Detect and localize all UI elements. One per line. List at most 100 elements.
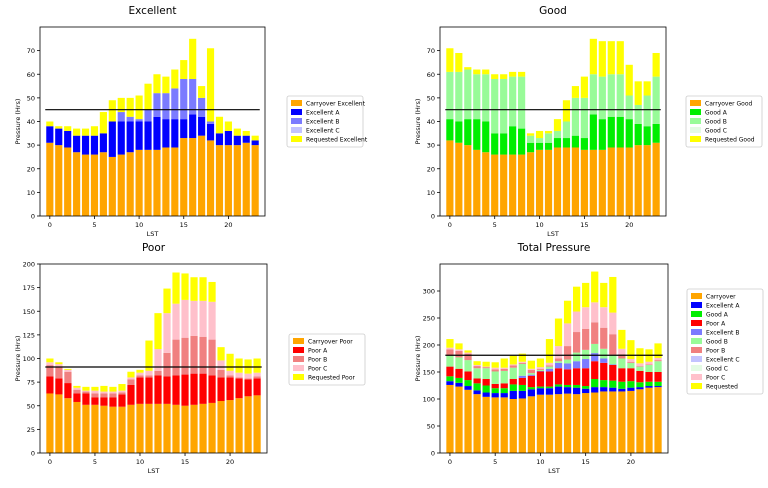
bar-requested-excellent-17 (198, 86, 206, 98)
bar-poor-a-19 (217, 377, 225, 402)
bar-excellent-a-21 (636, 387, 644, 390)
bar-carryover-poor-20 (226, 400, 234, 453)
bar-excellent-b-10 (135, 119, 143, 122)
bar-excellent-a-13 (563, 387, 572, 394)
bar-carryover-poor-6 (100, 405, 108, 453)
bar-poor-b-7 (509, 365, 517, 368)
bar-requested-good-14 (571, 86, 580, 98)
bar-excellent-a-6 (99, 133, 107, 153)
y-tick-label: 125 (23, 331, 35, 339)
y-tick-label: 10 (427, 189, 435, 197)
bar-requested-20 (627, 340, 635, 360)
bar-good-a-9 (527, 387, 535, 390)
bar-carryover-excellent-10 (135, 149, 143, 216)
bar-poor-a-20 (226, 377, 234, 401)
bar-good-a-10 (536, 386, 545, 389)
y-tick-label: 175 (23, 284, 35, 292)
bar-carryover-excellent-17 (198, 135, 206, 216)
legend-swatch-excellent-a (291, 109, 302, 115)
bar-excellent-b-14 (171, 88, 179, 120)
bar-poor-c-15 (181, 299, 189, 338)
bar-requested-good-12 (553, 119, 562, 131)
bar-poor-b-11 (145, 375, 153, 378)
bar-carryover-good-20 (625, 147, 633, 216)
bar-requested-poor-2 (64, 368, 72, 370)
bar-requested-excellent-18 (206, 48, 215, 122)
bar-carryover-excellent-22 (242, 142, 250, 216)
bar-requested-excellent-8 (117, 97, 125, 113)
bar-poor-a-7 (109, 397, 117, 407)
bar-poor-c-20 (627, 359, 635, 362)
bar-poor-c-8 (518, 361, 526, 363)
bar-carryover-excellent-20 (224, 145, 232, 216)
legend-label-excellent-c: Excellent C (706, 357, 740, 364)
bar-excellent-a-2 (464, 386, 472, 390)
legend-swatch-excellent-a (691, 302, 702, 308)
bar-good-b-16 (589, 74, 597, 115)
legend-label-carryover-excellent: Carryover Excellent (306, 101, 366, 108)
legend-swatch-carryover-poor (293, 338, 304, 344)
panel-total-pressure: Total Pressure 0 50 100 150 200 250 300 0 5 10 15 20… (414, 242, 764, 475)
x-tick-label: 10 (135, 221, 143, 229)
bar-good-b-5 (491, 78, 499, 134)
bar-excellent-a-18 (206, 123, 215, 141)
bar-poor-a-18 (609, 364, 617, 381)
bar-good-a-15 (580, 138, 588, 150)
bar-good-a-17 (600, 380, 608, 388)
bar-requested-good-21 (634, 81, 642, 105)
bar-carryover-2 (464, 389, 472, 453)
bar-good-b-18 (607, 74, 615, 117)
bar-good-b-22 (645, 364, 653, 372)
bar-requested-good-3 (473, 69, 481, 75)
bar-carryover-23 (654, 387, 662, 453)
x-tick-label: 5 (493, 458, 497, 466)
y-tick-label: 100 (23, 355, 35, 363)
bar-poor-c-10 (536, 367, 545, 369)
bar-good-a-5 (491, 133, 499, 155)
bar-requested-poor-20 (226, 353, 234, 371)
bar-excellent-a-5 (491, 393, 499, 398)
legend-label-excellent-a: Excellent A (706, 303, 740, 310)
bar-excellent-b-17 (600, 358, 608, 363)
bar-carryover-good-18 (607, 147, 615, 216)
bar-poor-b-4 (82, 391, 90, 394)
bar-carryover-20 (627, 390, 635, 453)
bar-requested-good-6 (500, 74, 508, 79)
bar-poor-b-19 (217, 369, 225, 378)
legend-swatch-requested-excellent (291, 136, 302, 142)
y-tick-label: 25 (27, 426, 35, 434)
bar-poor-b-23 (253, 376, 261, 379)
bar-excellent-a-3 (73, 135, 81, 153)
bar-excellent-b-12 (554, 362, 563, 369)
bar-excellent-a-17 (600, 387, 608, 392)
x-tick-label: 10 (136, 458, 144, 466)
bar-poor-c-9 (527, 368, 535, 370)
bar-poor-b-10 (136, 375, 144, 378)
bar-requested-good-15 (580, 76, 588, 98)
bar-excellent-b-13 (563, 363, 572, 370)
legend-label-requested-good: Requested Good (705, 137, 755, 144)
bar-good-b-16 (591, 343, 599, 354)
bar-poor-b-6 (100, 393, 108, 398)
bar-carryover-good-15 (580, 149, 588, 216)
bar-carryover-good-11 (544, 149, 553, 216)
bar-requested-excellent-9 (126, 97, 134, 117)
bar-good-b-14 (571, 97, 580, 136)
bar-excellent-a-12 (554, 386, 563, 395)
bar-good-a-10 (535, 142, 544, 150)
bar-carryover-18 (609, 391, 617, 453)
legend-box (286, 95, 364, 148)
y-axis-label: Pressure (Hrs) (414, 336, 422, 382)
bar-carryover-13 (563, 393, 572, 453)
bar-carryover-poor-11 (145, 403, 153, 453)
bar-poor-a-1 (455, 368, 463, 378)
bar-good-a-14 (571, 135, 580, 148)
bar-carryover-good-21 (634, 145, 642, 216)
bar-good-b-21 (636, 366, 644, 371)
legend-label-excellent-c: Excellent C (306, 128, 340, 135)
bar-good-a-23 (652, 123, 660, 143)
bar-poor-c-7 (509, 364, 517, 366)
bar-requested-excellent-21 (233, 128, 241, 136)
bar-requested-excellent-7 (108, 100, 116, 122)
bar-poor-a-11 (145, 377, 153, 404)
